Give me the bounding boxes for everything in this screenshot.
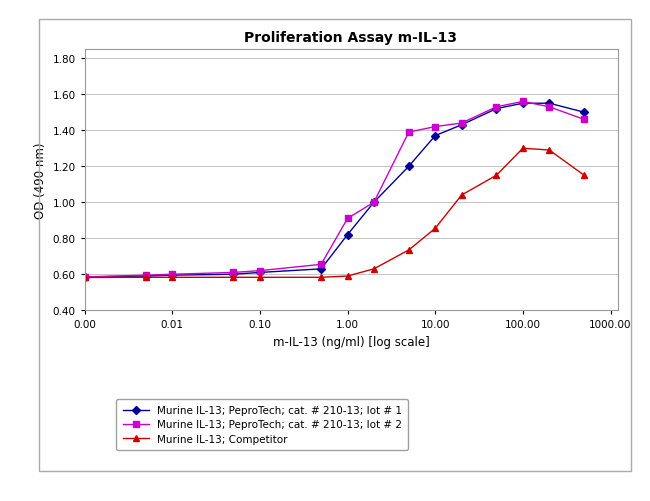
Murine IL-13; Competitor <box>168 275 176 281</box>
Murine IL-13; PeproTech; cat. # 210-13; lot # 2 <box>493 105 500 111</box>
Murine IL-13; PeproTech; cat. # 210-13; lot # 2 <box>344 216 352 222</box>
Murine IL-13; PeproTech; cat. # 210-13; lot # 1 <box>81 275 88 281</box>
Murine IL-13; Competitor <box>142 275 150 281</box>
Murine IL-13; Competitor <box>519 146 526 152</box>
Murine IL-13; PeproTech; cat. # 210-13; lot # 2 <box>81 275 88 281</box>
Line: Murine IL-13; PeproTech; cat. # 210-13; lot # 2: Murine IL-13; PeproTech; cat. # 210-13; … <box>82 99 587 280</box>
Murine IL-13; PeproTech; cat. # 210-13; lot # 2 <box>458 121 465 127</box>
Murine IL-13; PeproTech; cat. # 210-13; lot # 2 <box>256 268 264 274</box>
Murine IL-13; PeproTech; cat. # 210-13; lot # 1 <box>405 164 413 170</box>
Murine IL-13; PeproTech; cat. # 210-13; lot # 2 <box>370 200 378 206</box>
Line: Murine IL-13; Competitor: Murine IL-13; Competitor <box>82 146 587 281</box>
Murine IL-13; Competitor <box>370 267 378 273</box>
Murine IL-13; PeproTech; cat. # 210-13; lot # 1 <box>142 274 150 280</box>
Murine IL-13; Competitor <box>545 148 553 154</box>
X-axis label: m-IL-13 (ng/ml) [log scale]: m-IL-13 (ng/ml) [log scale] <box>272 335 430 348</box>
Murine IL-13; PeproTech; cat. # 210-13; lot # 1 <box>458 123 465 129</box>
Murine IL-13; PeproTech; cat. # 210-13; lot # 1 <box>370 200 378 206</box>
Murine IL-13; PeproTech; cat. # 210-13; lot # 2 <box>580 117 588 123</box>
Murine IL-13; PeproTech; cat. # 210-13; lot # 1 <box>229 272 237 278</box>
Murine IL-13; PeproTech; cat. # 210-13; lot # 2 <box>545 105 553 111</box>
Murine IL-13; PeproTech; cat. # 210-13; lot # 2 <box>519 99 526 105</box>
Murine IL-13; PeproTech; cat. # 210-13; lot # 1 <box>519 101 526 107</box>
Murine IL-13; PeproTech; cat. # 210-13; lot # 2 <box>142 273 150 279</box>
Murine IL-13; PeproTech; cat. # 210-13; lot # 1 <box>493 106 500 112</box>
Murine IL-13; PeproTech; cat. # 210-13; lot # 1 <box>317 267 325 273</box>
Murine IL-13; PeproTech; cat. # 210-13; lot # 2 <box>317 262 325 268</box>
Murine IL-13; PeproTech; cat. # 210-13; lot # 1 <box>580 110 588 116</box>
Murine IL-13; Competitor <box>405 247 413 254</box>
Murine IL-13; PeproTech; cat. # 210-13; lot # 2 <box>168 272 176 278</box>
Murine IL-13; PeproTech; cat. # 210-13; lot # 2 <box>229 270 237 276</box>
Murine IL-13; PeproTech; cat. # 210-13; lot # 2 <box>432 124 439 130</box>
Murine IL-13; PeproTech; cat. # 210-13; lot # 1 <box>432 133 439 139</box>
Murine IL-13; PeproTech; cat. # 210-13; lot # 2 <box>405 130 413 136</box>
Murine IL-13; Competitor <box>432 226 439 232</box>
Line: Murine IL-13; PeproTech; cat. # 210-13; lot # 1: Murine IL-13; PeproTech; cat. # 210-13; … <box>82 101 587 280</box>
Murine IL-13; Competitor <box>229 275 237 281</box>
Murine IL-13; Competitor <box>493 173 500 179</box>
Title: Proliferation Assay m-IL-13: Proliferation Assay m-IL-13 <box>244 31 458 45</box>
Murine IL-13; Competitor <box>317 275 325 281</box>
Murine IL-13; Competitor <box>344 274 352 280</box>
Murine IL-13; Competitor <box>458 192 465 198</box>
Murine IL-13; PeproTech; cat. # 210-13; lot # 1 <box>168 273 176 279</box>
Murine IL-13; PeproTech; cat. # 210-13; lot # 1 <box>344 232 352 238</box>
Legend: Murine IL-13; PeproTech; cat. # 210-13; lot # 1, Murine IL-13; PeproTech; cat. #: Murine IL-13; PeproTech; cat. # 210-13; … <box>116 399 408 450</box>
Murine IL-13; PeproTech; cat. # 210-13; lot # 1 <box>545 101 553 107</box>
Murine IL-13; Competitor <box>81 275 88 281</box>
Murine IL-13; Competitor <box>256 275 264 281</box>
Murine IL-13; PeproTech; cat. # 210-13; lot # 1 <box>256 270 264 276</box>
Murine IL-13; Competitor <box>580 173 588 179</box>
Y-axis label: OD (490 nm): OD (490 nm) <box>34 142 47 218</box>
